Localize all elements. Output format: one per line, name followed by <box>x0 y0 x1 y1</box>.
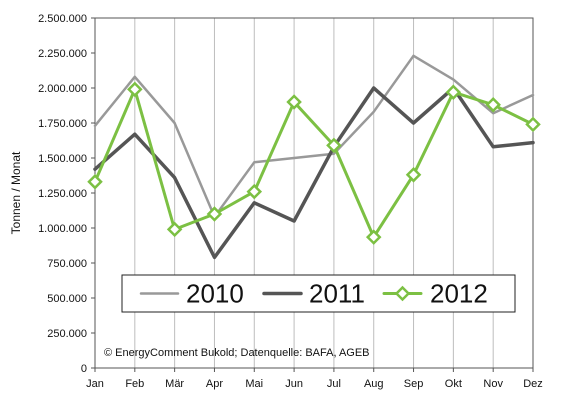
y-tick-label: 250.000 <box>47 328 87 340</box>
legend-entry-2010: 2010 <box>139 279 244 309</box>
grid-lines <box>94 18 534 368</box>
data-point-2012 <box>326 137 342 154</box>
x-tick-label: Feb <box>125 378 144 390</box>
series-2010 <box>93 54 535 219</box>
series-lines <box>87 54 541 260</box>
x-tick-label: Aug <box>364 378 384 390</box>
x-tick-label: Apr <box>206 378 223 390</box>
legend-label-2010: 2010 <box>186 279 244 309</box>
y-axis-ticks: 0 250.000 500.000 750.000 1.000.000 1.250.000… <box>38 13 95 375</box>
data-point-2012 <box>445 84 462 100</box>
data-point-2012 <box>206 206 223 222</box>
x-tick-label: Mär <box>165 378 184 390</box>
y-tick-label: 500.000 <box>47 293 87 305</box>
x-tick-label: Okt <box>445 378 462 390</box>
series-2011 <box>93 86 535 260</box>
legend-label-2011: 2011 <box>309 279 365 309</box>
y-tick-label: 2.500.000 <box>38 13 87 25</box>
y-axis-label: Tonnen / Monat <box>9 151 23 234</box>
data-point-2012 <box>286 94 302 110</box>
data-point-2012 <box>485 97 501 113</box>
legend-box <box>121 274 516 313</box>
data-point-2012 <box>405 167 422 183</box>
x-tick-label: Mai <box>245 378 263 390</box>
data-point-2012 <box>525 116 541 133</box>
series-line-2011 <box>93 86 535 260</box>
series-line-2012 <box>93 87 535 239</box>
legend-entry-2012: 2012 <box>382 279 488 309</box>
x-tick-label: Jan <box>86 378 104 390</box>
series-2012 <box>87 81 541 245</box>
x-tick-label: Dez <box>523 378 543 390</box>
series-line-2010 <box>93 54 535 219</box>
data-point-2012 <box>127 81 143 98</box>
x-tick-label: Nov <box>483 378 503 390</box>
y-tick-label: 1.750.000 <box>38 118 87 130</box>
legend-marker-2012 <box>394 285 411 302</box>
x-axis-ticks: Jan Feb Mär Apr Mai Jun Jul Aug Sep Okt Nov Dez <box>86 368 543 390</box>
legend-label-2012: 2012 <box>430 279 488 309</box>
y-tick-label: 1.500.000 <box>38 153 87 165</box>
data-point-2012 <box>166 221 183 238</box>
x-tick-label: Sep <box>404 378 424 390</box>
x-tick-label: Jul <box>327 378 341 390</box>
y-tick-label: 1.000.000 <box>38 223 87 235</box>
data-point-2012 <box>87 174 103 190</box>
legend: 2010 2011 2012 <box>121 274 516 313</box>
data-point-2012 <box>246 183 263 200</box>
x-tick-label: Jun <box>285 378 303 390</box>
y-tick-label: 750.000 <box>47 258 87 270</box>
plot-area-frame <box>94 17 534 369</box>
credit-text: © EnergyComment Bukold; Datenquelle: BAF… <box>104 347 370 359</box>
y-tick-label: 0 <box>81 363 87 375</box>
data-point-2012 <box>365 229 382 245</box>
legend-entry-2011: 2011 <box>262 279 365 309</box>
y-tick-label: 2.000.000 <box>38 83 87 95</box>
y-tick-label: 1.250.000 <box>38 188 87 200</box>
y-tick-label: 2.250.000 <box>38 48 87 60</box>
